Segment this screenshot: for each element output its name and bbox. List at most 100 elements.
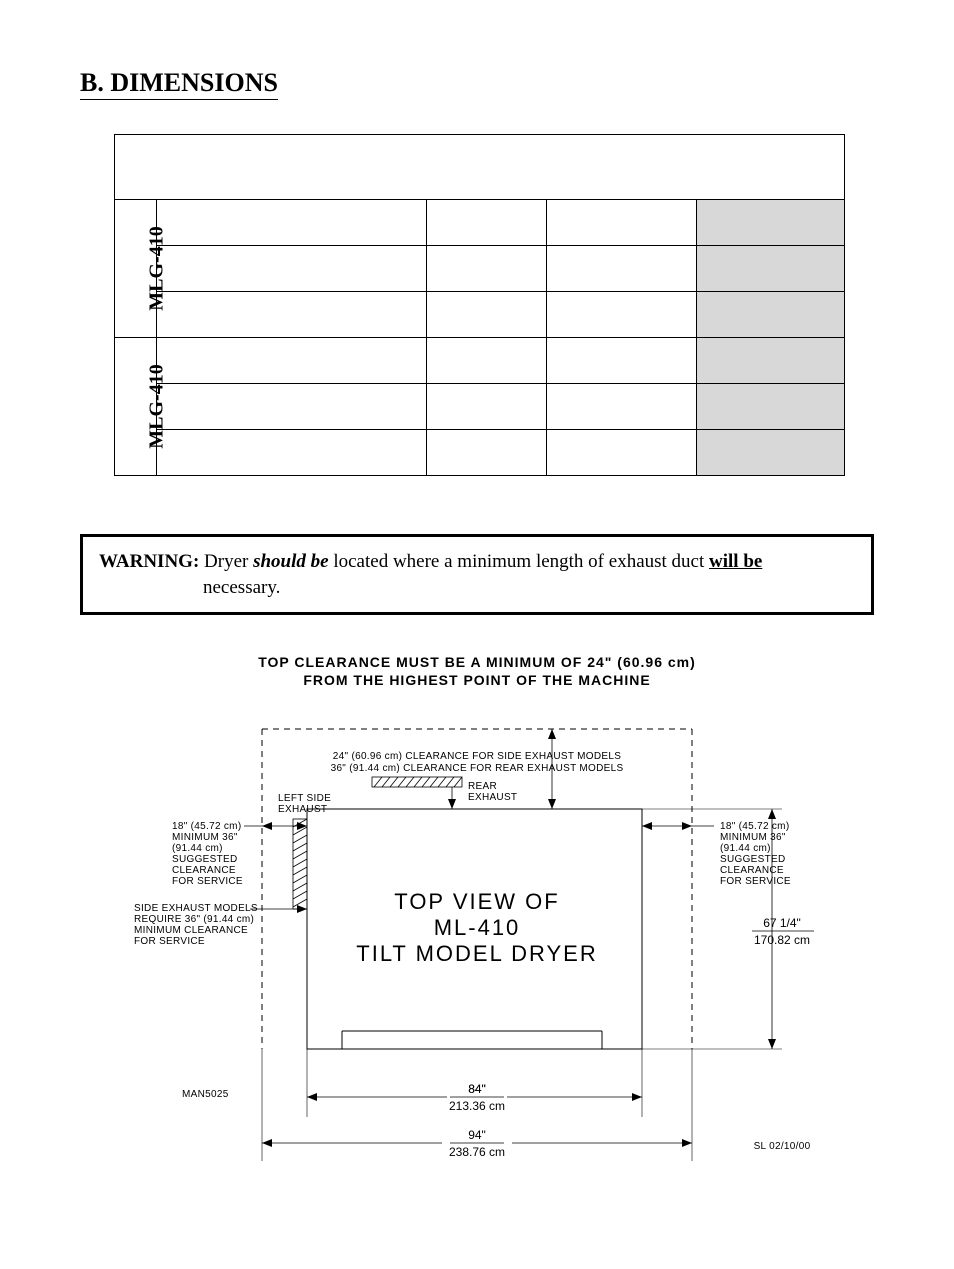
rear-exhaust-label-2: EXHAUST: [468, 792, 517, 803]
arrow-down-icon: [548, 799, 556, 809]
cell-desc: [157, 246, 427, 292]
dimensions-table: MLG-410: [114, 134, 845, 476]
cell-ref: [697, 200, 845, 246]
side-req-l1: SIDE EXHAUST MODELS: [134, 903, 258, 914]
warning-label: WARNING:: [99, 551, 199, 572]
overall-dim-in: 94": [468, 1128, 486, 1142]
arrow-down-icon: [768, 1039, 776, 1049]
table-header-row: [115, 135, 845, 200]
cell-ref: [697, 338, 845, 384]
left-side-label-2: EXHAUST: [278, 804, 327, 815]
cell-ref: [697, 246, 845, 292]
arrow-right-icon: [297, 822, 307, 830]
left-clearance-l3: (91.44 cm): [172, 843, 223, 854]
side-exhaust-req-note: SIDE EXHAUST MODELS REQUIRE 36" (91.44 c…: [134, 903, 258, 947]
cell-desc: [157, 338, 427, 384]
left-clearance-l6: FOR SERVICE: [172, 876, 243, 887]
rear-exhaust-label-1: REAR: [468, 781, 497, 792]
center-title-l2: ML-410: [434, 915, 521, 940]
left-side-exhaust-icon: [293, 819, 307, 909]
cell-ref: [697, 430, 845, 476]
right-clearance-l5: CLEARANCE: [720, 865, 784, 876]
right-clearance-l2: MINIMUM 36": [720, 832, 786, 843]
drawing-id: MAN5025: [182, 1089, 229, 1100]
left-clearance-l5: CLEARANCE: [172, 865, 236, 876]
drawing-revision: SL 02/10/00: [754, 1141, 811, 1152]
width-dim-in-2: 84": [468, 1082, 486, 1096]
center-title-l1: TOP VIEW OF: [394, 889, 559, 914]
section-heading: B. DIMENSIONS: [80, 68, 278, 100]
table-header: [115, 135, 845, 200]
left-clearance-l1: 18" (45.72 cm): [172, 821, 241, 832]
cell-value: [547, 338, 697, 384]
cell-desc: [157, 292, 427, 338]
rear-clearance-note-2: 36" (91.44 cm) CLEARANCE FOR REAR EXHAUS…: [331, 763, 624, 774]
arrow-right-icon: [682, 1139, 692, 1147]
arrow-left-icon: [642, 822, 652, 830]
cell-ref: [697, 292, 845, 338]
arrow-left-icon: [262, 1139, 272, 1147]
diagram-caption-line-2: FROM THE HIGHEST POINT OF THE MACHINE: [303, 672, 650, 688]
right-clearance-l3: (91.44 cm): [720, 843, 771, 854]
right-clearance-l6: FOR SERVICE: [720, 876, 791, 887]
cell-value: [547, 384, 697, 430]
warning-box: WARNING: Dryer should be located where a…: [80, 534, 874, 615]
table-row: [115, 292, 845, 338]
warning-should-be: should be: [253, 551, 329, 572]
width-dim-cm: 213.36 cm: [449, 1099, 505, 1113]
table-row: MLG-410: [115, 338, 845, 384]
rear-exhaust-icon: [372, 777, 462, 787]
diagram-wrapper: TOP CLEARANCE MUST BE A MINIMUM OF 24" (…: [80, 649, 874, 1209]
right-dim-top: 67 1/4": [763, 916, 801, 930]
cell-model: [427, 338, 547, 384]
group-label-2-text: MLG-410: [146, 364, 169, 448]
cell-desc: [157, 200, 427, 246]
group-label-1-text: MLG-410: [146, 226, 169, 310]
warning-line-2: necessary.: [99, 575, 855, 601]
rear-clearance-note-1: 24" (60.96 cm) CLEARANCE FOR SIDE EXHAUS…: [333, 751, 621, 762]
left-side-label-1: LEFT SIDE: [278, 793, 331, 804]
cell-value: [547, 292, 697, 338]
cell-model: [427, 430, 547, 476]
cell-value: [547, 246, 697, 292]
center-title-l3: TILT MODEL DRYER: [356, 941, 597, 966]
diagram-caption-line-1: TOP CLEARANCE MUST BE A MINIMUM OF 24" (…: [258, 654, 696, 670]
table-row: [115, 430, 845, 476]
cell-model: [427, 200, 547, 246]
left-clearance-l2: MINIMUM 36": [172, 832, 238, 843]
left-clearance-l4: SUGGESTED: [172, 854, 238, 865]
cell-model: [427, 246, 547, 292]
group-label-1: MLG-410: [115, 200, 157, 338]
warning-will-be: will be: [709, 551, 762, 572]
arrow-left-icon: [262, 822, 272, 830]
warning-part1: Dryer: [199, 551, 253, 572]
arrow-right-icon: [682, 822, 692, 830]
arrow-left-icon: [307, 1093, 317, 1101]
side-req-l3: MINIMUM CLEARANCE: [134, 925, 248, 936]
cell-value: [547, 200, 697, 246]
cell-ref: [697, 384, 845, 430]
top-view-diagram: TOP CLEARANCE MUST BE A MINIMUM OF 24" (…: [82, 649, 872, 1209]
group-label-2: MLG-410: [115, 338, 157, 476]
table-row: [115, 384, 845, 430]
dimensions-table-wrapper: MLG-410: [114, 134, 874, 476]
arrow-up-icon: [548, 729, 556, 739]
left-clearance-note: 18" (45.72 cm) MINIMUM 36" (91.44 cm) SU…: [172, 821, 243, 887]
cell-desc: [157, 384, 427, 430]
side-req-l4: FOR SERVICE: [134, 936, 205, 947]
side-req-l2: REQUIRE 36" (91.44 cm): [134, 914, 254, 925]
table-row: [115, 246, 845, 292]
table-row: MLG-410: [115, 200, 845, 246]
overall-dim-cm: 238.76 cm: [449, 1145, 505, 1159]
right-clearance-l4: SUGGESTED: [720, 854, 786, 865]
arrow-right-icon: [632, 1093, 642, 1101]
cell-model: [427, 292, 547, 338]
arrow-up-icon: [768, 809, 776, 819]
cell-value: [547, 430, 697, 476]
cell-desc: [157, 430, 427, 476]
cell-model: [427, 384, 547, 430]
right-clearance-l1: 18" (45.72 cm): [720, 821, 789, 832]
warning-part2: located where a minimum length of exhaus…: [329, 551, 709, 572]
right-dim-bot: 170.82 cm: [754, 933, 810, 947]
warning-line-1: WARNING: Dryer should be located where a…: [99, 549, 855, 575]
